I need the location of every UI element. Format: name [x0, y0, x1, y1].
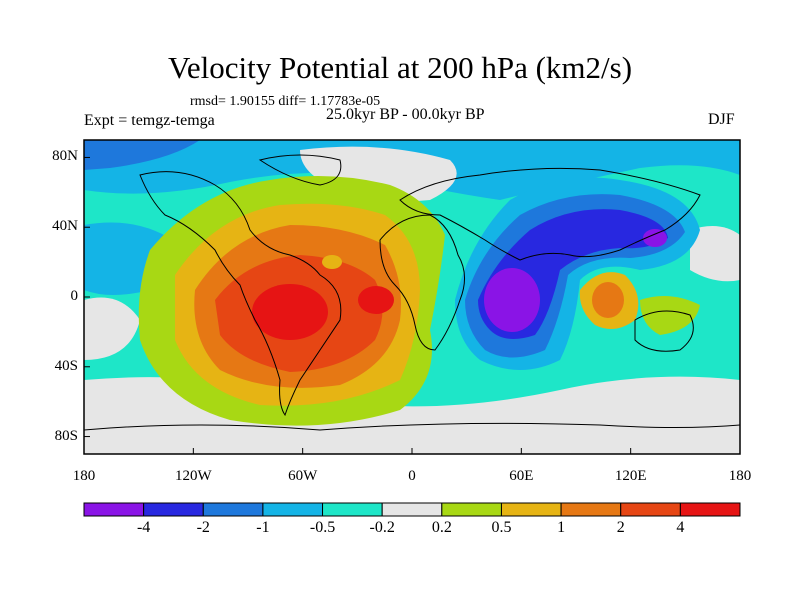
y-tick-label: 40N [52, 218, 78, 235]
contour-field [84, 140, 740, 454]
y-tick-label: 80S [54, 427, 78, 444]
colorbar-swatch [322, 502, 383, 517]
positive-core-america [252, 284, 328, 340]
colorbar-label: 2 [616, 519, 625, 536]
colorbar-label: -1 [256, 519, 270, 536]
colorbar-swatch [83, 502, 145, 517]
colorbar-swatch [202, 502, 264, 517]
colorbar-label: 0.5 [491, 519, 512, 536]
negative-core-asia [643, 229, 667, 247]
x-tick-label: 180 [728, 468, 752, 484]
north-blue-patch [84, 140, 200, 170]
colorbar-swatch [560, 502, 622, 517]
eurasia-coast [399, 167, 701, 261]
negative-core-indian [484, 268, 540, 332]
x-tick-label: 60W [288, 468, 318, 484]
colorbar-label: -0.2 [369, 519, 395, 536]
x-tick-label: 0 [408, 468, 416, 484]
stats-text: rmsd= 1.90155 diff= 1.17783e-05 [190, 94, 381, 109]
colorbar [83, 502, 741, 517]
africa-coast [379, 214, 465, 351]
grey-east-pacific [84, 297, 140, 360]
colorbar-swatch [143, 502, 204, 517]
americas-coast [139, 171, 342, 417]
y-tick-label: 0 [70, 288, 79, 304]
colorbar-swatch [620, 502, 681, 517]
x-tick-label: 120E [614, 468, 647, 484]
greenland-coast [258, 154, 342, 186]
season-label: DJF [708, 111, 735, 128]
period-text: 25.0kyr BP - 00.0kyr BP [326, 106, 485, 123]
antarctica-coast [84, 422, 740, 431]
grey-west-pacific [690, 226, 740, 282]
colorbar-swatch [441, 502, 502, 517]
colorbar-swatch [500, 502, 562, 517]
colorbar-label: -2 [196, 519, 210, 536]
colorbar-swatch [262, 502, 324, 517]
x-tick-label: 180 [72, 468, 96, 484]
colorbar-label: 1 [557, 519, 566, 536]
colorbar-label: -4 [136, 519, 151, 536]
colorbar-label: -0.5 [309, 519, 336, 536]
colorbar-label: 4 [676, 519, 685, 536]
axis-ticks [83, 156, 741, 454]
colorbar-label: 0.2 [431, 519, 452, 536]
positive-core-atlantic [358, 286, 394, 314]
x-tick-label: 120W [174, 468, 212, 484]
x-tick-label: 60E [509, 468, 534, 484]
colorbar-swatch [381, 502, 443, 517]
experiment-label: Expt = temgz-temga [84, 112, 215, 129]
positive-maritime-inner [592, 282, 624, 318]
positive-australia-edge [640, 296, 700, 335]
y-tick-label: 80N [52, 148, 78, 165]
australia-coast [634, 310, 694, 352]
colorbar-swatch [679, 502, 741, 517]
y-tick-label: 40S [54, 357, 78, 374]
yellow-spot [322, 255, 342, 269]
plot-title: Velocity Potential at 200 hPa (km2/s) [167, 50, 633, 85]
coastlines [84, 154, 740, 431]
